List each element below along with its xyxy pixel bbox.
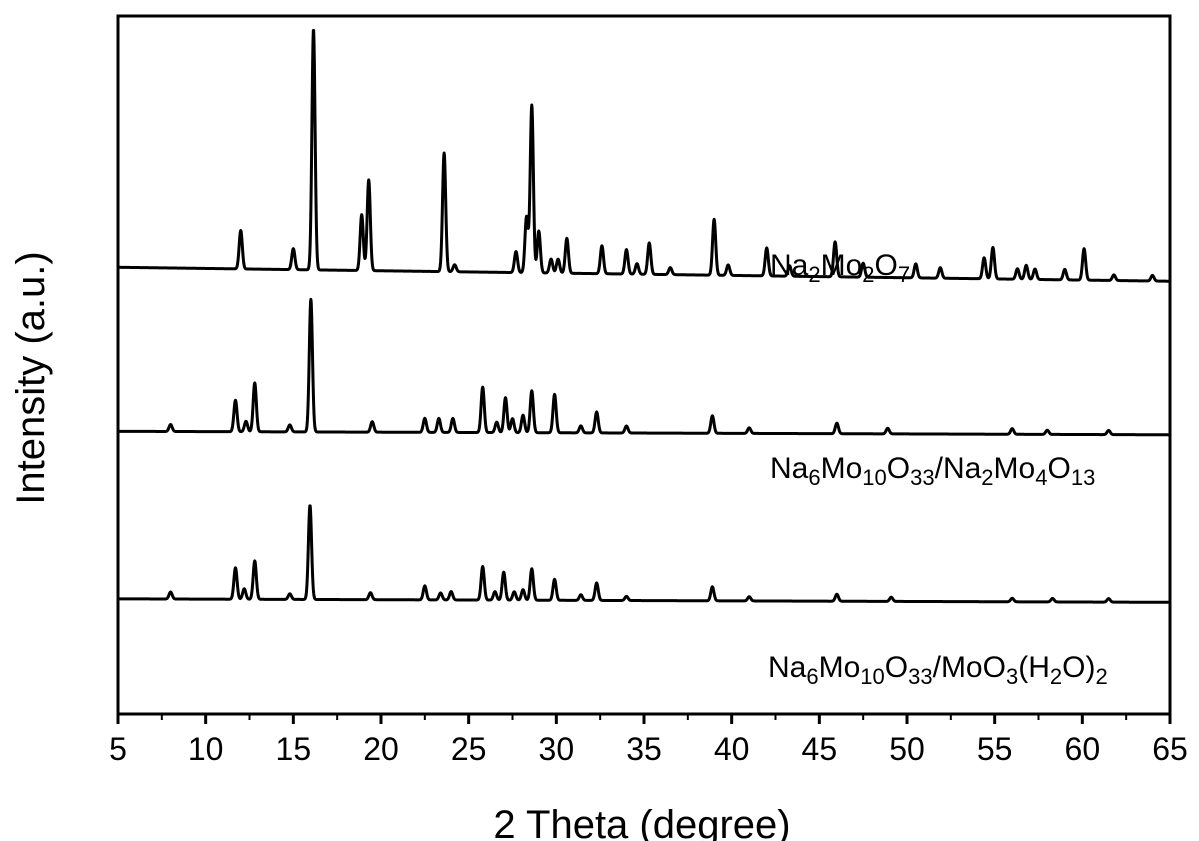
series-label-1: Na2Mo2O7	[770, 249, 910, 287]
series-group	[116, 29, 1172, 604]
series-labels: Na2Mo2O7 Na6Mo10O33/Na2Mo4O13 Na6Mo10O33/M…	[768, 249, 1108, 689]
series-label-2: Na6Mo10O33/Na2Mo4O13	[770, 452, 1095, 490]
series-line-1	[116, 29, 1172, 283]
x-tick-label: 40	[714, 731, 750, 767]
x-tick-label: 60	[1065, 731, 1101, 767]
series-line-2	[116, 297, 1172, 437]
x-tick-label: 5	[109, 731, 127, 767]
x-tick-label: 30	[539, 731, 575, 767]
series-line-3	[116, 504, 1172, 604]
x-tick-label: 50	[889, 731, 925, 767]
x-tick-label: 25	[451, 731, 487, 767]
x-tick-label: 65	[1152, 731, 1188, 767]
x-axis-title: 2 Theta (degree)	[493, 803, 790, 841]
x-tick-label: 35	[626, 731, 662, 767]
series-label-3: Na6Mo10O33/MoO3(H2O)2	[768, 651, 1108, 689]
x-axis-ticks: 5 10 15 20 25 30 35 40 45 50 55 60 65	[109, 714, 1188, 767]
x-tick-label: 45	[802, 731, 838, 767]
x-tick-label: 15	[276, 731, 312, 767]
y-axis-title: Intensity (a.u.)	[9, 251, 53, 504]
plot-frame	[116, 14, 1172, 716]
x-tick-label: 55	[977, 731, 1013, 767]
x-tick-label: 20	[363, 731, 399, 767]
x-tick-label: 10	[188, 731, 224, 767]
